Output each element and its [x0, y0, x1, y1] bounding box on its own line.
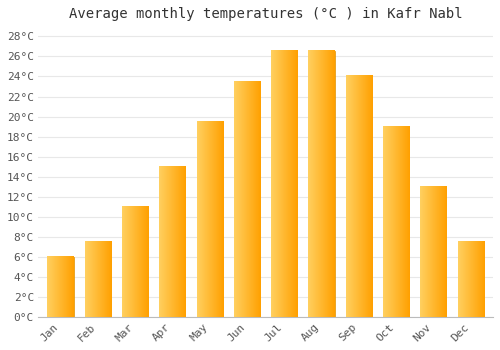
- Bar: [346, 77, 372, 317]
- Bar: [420, 187, 446, 317]
- Bar: [160, 167, 186, 317]
- Title: Average monthly temperatures (°C ) in Kafr Nabl: Average monthly temperatures (°C ) in Ka…: [69, 7, 462, 21]
- Bar: [48, 257, 74, 317]
- Bar: [84, 242, 111, 317]
- Bar: [458, 242, 483, 317]
- Bar: [271, 51, 297, 317]
- Bar: [196, 122, 222, 317]
- Bar: [234, 82, 260, 317]
- Bar: [383, 127, 409, 317]
- Bar: [122, 207, 148, 317]
- Bar: [308, 51, 334, 317]
